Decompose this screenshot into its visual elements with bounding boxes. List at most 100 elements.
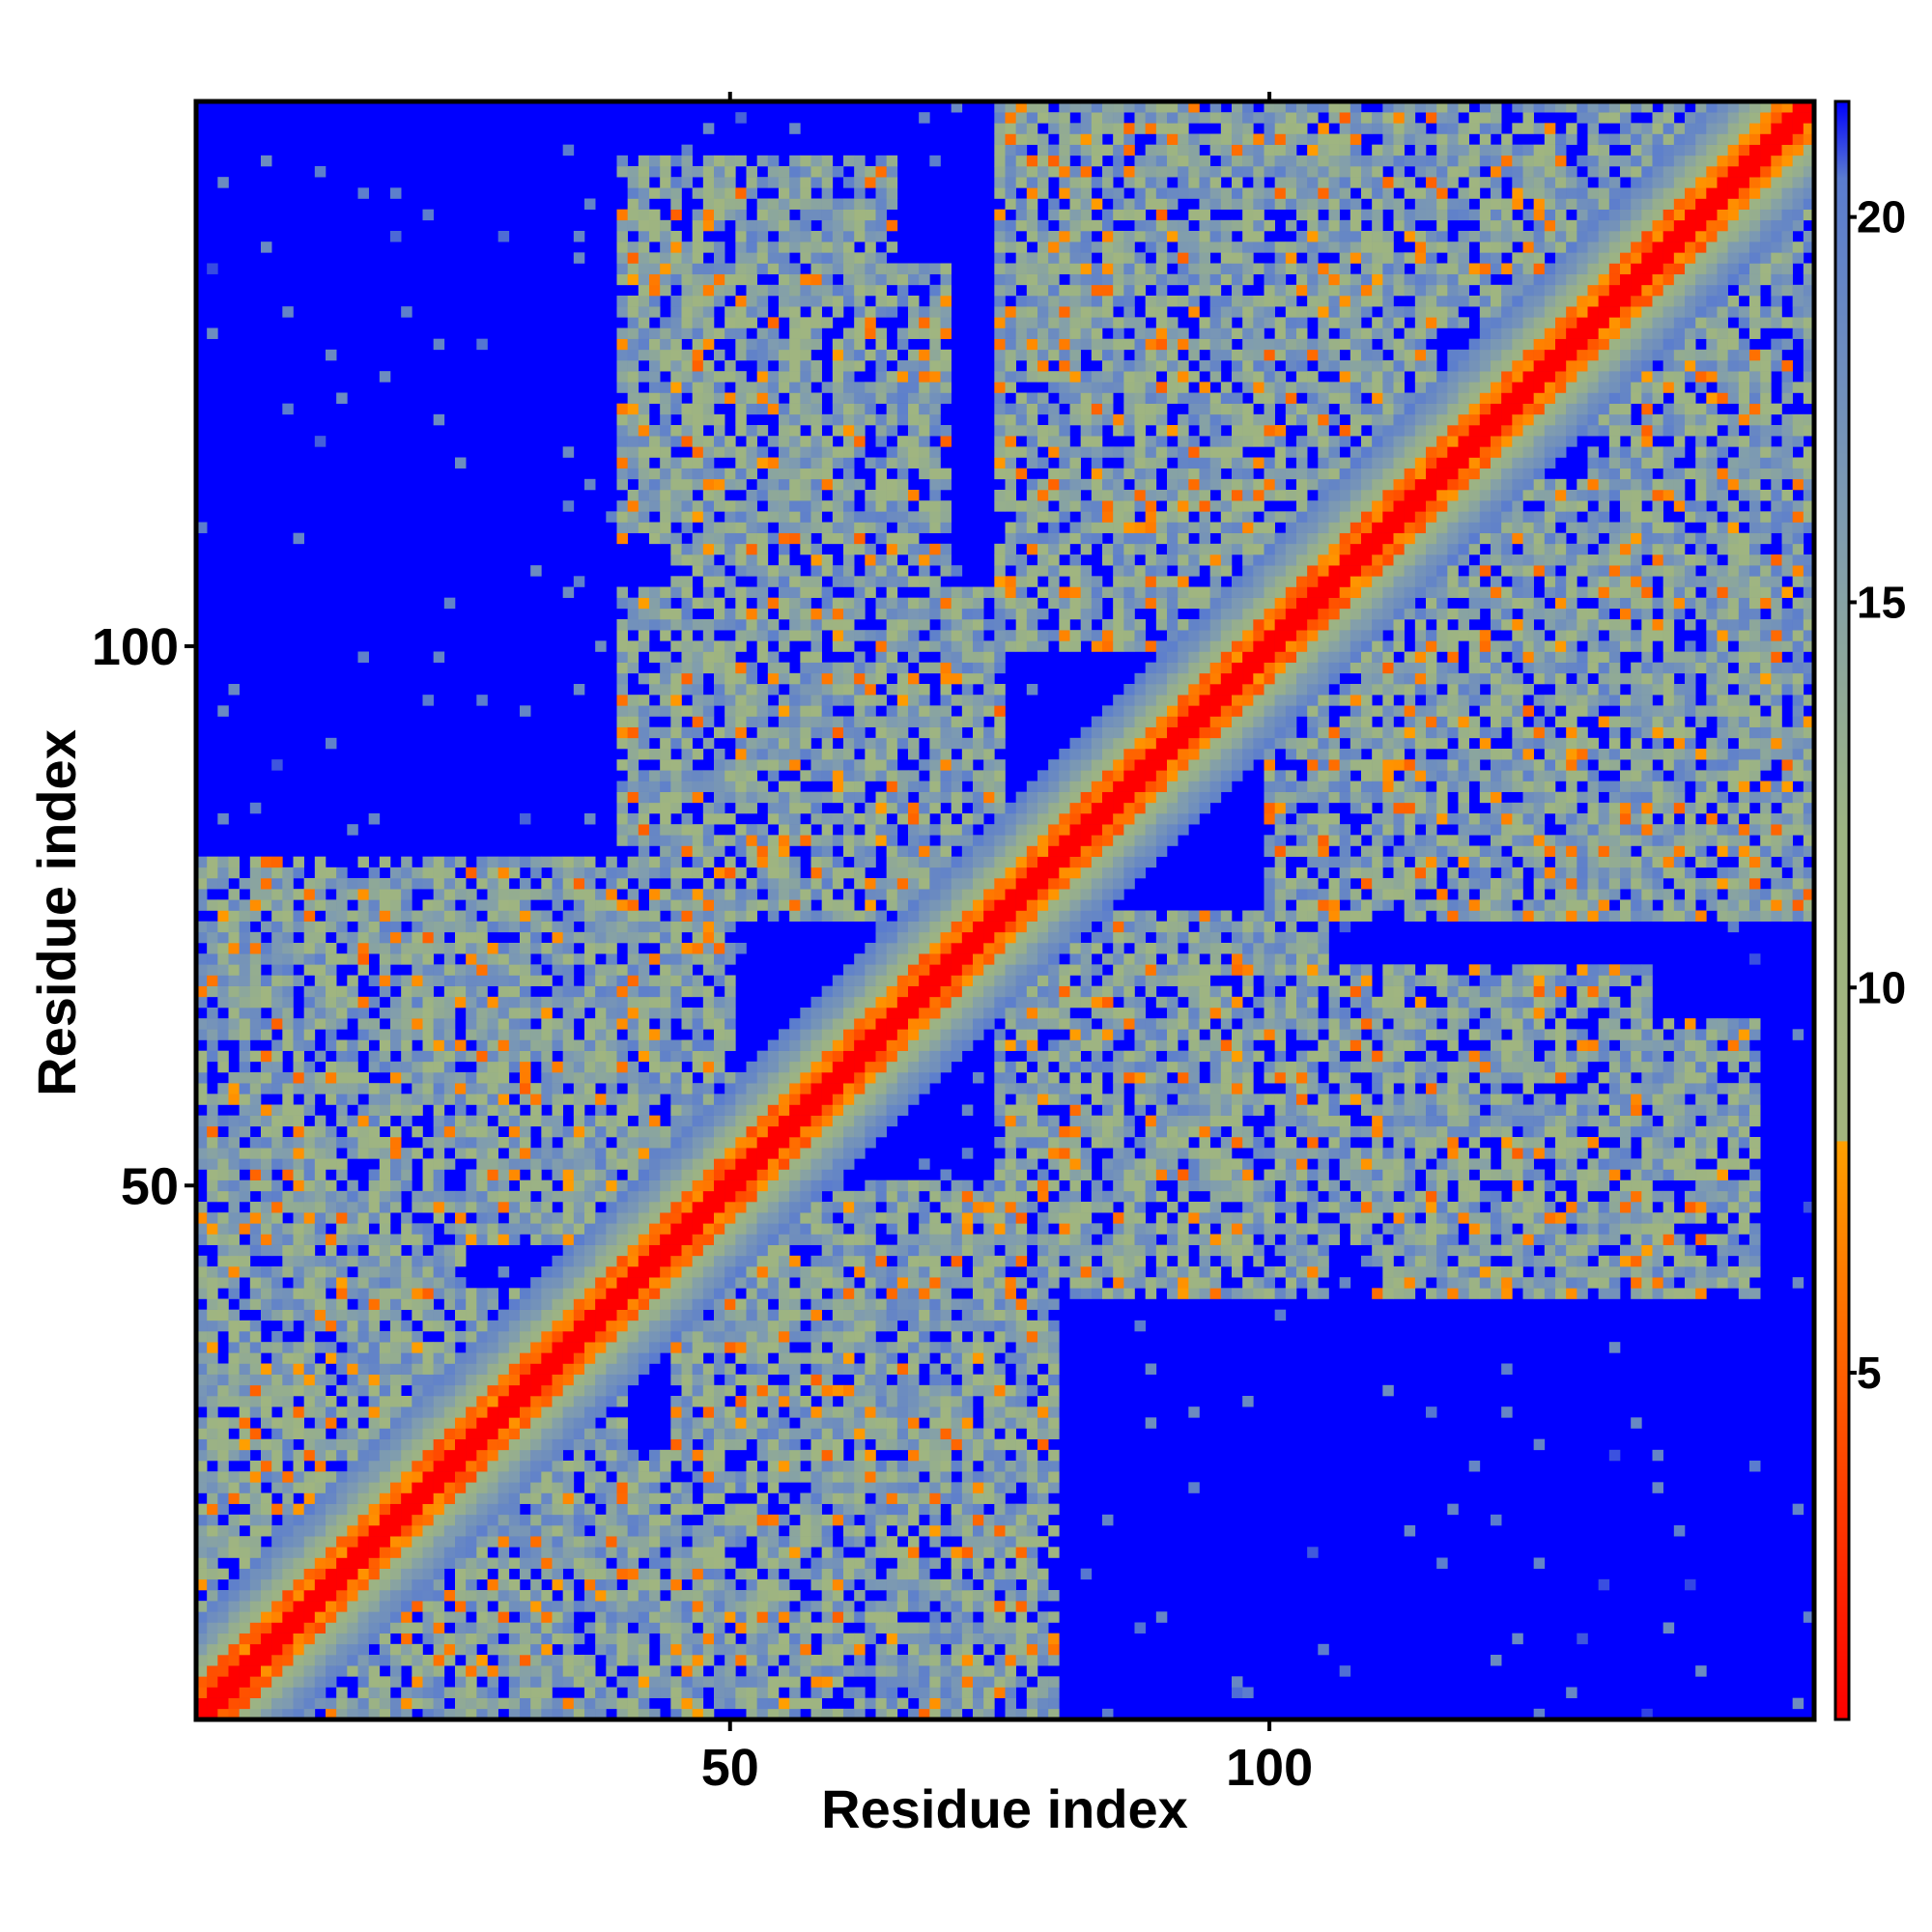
heatmap-cell	[746, 824, 757, 836]
heatmap-cell	[767, 242, 780, 253]
heatmap-cell	[347, 1492, 358, 1504]
heatmap-cell	[196, 1396, 208, 1407]
heatmap-cell	[412, 1396, 423, 1407]
heatmap-cell	[810, 1697, 822, 1710]
heatmap-cell	[326, 737, 337, 750]
heatmap-cell	[649, 1514, 661, 1526]
heatmap-cell	[756, 835, 769, 846]
heatmap-cell	[649, 349, 661, 361]
heatmap-cell	[616, 1611, 628, 1623]
heatmap-cell	[789, 672, 801, 685]
heatmap-cell	[228, 996, 240, 1009]
heatmap-cell	[573, 1406, 585, 1418]
heatmap-cell	[476, 1503, 488, 1516]
heatmap-cell	[606, 1374, 617, 1386]
heatmap-cell	[497, 231, 510, 242]
heatmap-cell	[692, 327, 704, 339]
heatmap-cell	[616, 695, 628, 706]
heatmap-cell	[616, 231, 628, 242]
heatmap-cell	[303, 1547, 316, 1558]
heatmap-cell	[217, 985, 229, 998]
heatmap-cell	[390, 1578, 402, 1591]
heatmap-cell	[714, 770, 725, 781]
heatmap-cell	[422, 1406, 434, 1418]
heatmap-cell	[746, 1655, 757, 1666]
heatmap-cell	[800, 651, 811, 663]
heatmap-cell	[239, 943, 251, 954]
heatmap-cell	[660, 532, 671, 545]
heatmap-cell	[326, 921, 337, 933]
heatmap-cell	[368, 1352, 381, 1364]
heatmap-cell	[314, 1482, 327, 1493]
heatmap-cell	[649, 1557, 661, 1569]
heatmap-cell	[714, 791, 725, 804]
heatmap-cell	[756, 155, 769, 167]
heatmap-cell	[714, 1094, 725, 1105]
heatmap-cell	[261, 1050, 272, 1063]
heatmap-cell	[433, 1374, 445, 1386]
heatmap-cell	[314, 953, 327, 965]
heatmap-cell	[239, 1643, 251, 1656]
heatmap-cell	[779, 1202, 790, 1213]
heatmap-cell	[746, 1255, 757, 1267]
heatmap-cell	[692, 1578, 704, 1591]
heatmap-cell	[681, 1309, 693, 1321]
heatmap-cell	[249, 1396, 262, 1407]
heatmap-cell	[724, 899, 736, 911]
heatmap-cell	[217, 1158, 229, 1170]
heatmap-cell	[207, 1471, 218, 1483]
heatmap-cell	[336, 1363, 348, 1375]
heatmap-cell	[584, 1223, 596, 1235]
heatmap-cell	[228, 1676, 240, 1688]
heatmap-cell	[660, 1643, 671, 1656]
heatmap-cell	[390, 1406, 402, 1418]
heatmap-cell	[756, 1449, 769, 1462]
heatmap-cell	[541, 1633, 553, 1645]
heatmap-cell	[433, 1029, 445, 1040]
heatmap-cell	[660, 856, 671, 868]
heatmap-cell	[649, 1061, 661, 1073]
heatmap-cell	[326, 1643, 337, 1656]
heatmap-cell	[326, 1536, 337, 1548]
heatmap-cell	[584, 1115, 596, 1127]
heatmap-cell	[520, 975, 531, 986]
heatmap-cell	[638, 1708, 650, 1720]
heatmap-cell	[487, 1223, 498, 1235]
heatmap-cell	[520, 1212, 531, 1224]
heatmap-cell	[800, 1525, 811, 1537]
heatmap-cell	[303, 1244, 316, 1257]
heatmap-cell	[573, 576, 585, 587]
heatmap-cell	[239, 1396, 251, 1407]
heatmap-cell	[789, 630, 801, 641]
heatmap-cell	[584, 478, 596, 491]
heatmap-cell	[487, 1029, 498, 1040]
heatmap-cell	[541, 1039, 553, 1051]
heatmap-cell	[681, 770, 693, 781]
heatmap-cell	[314, 1428, 327, 1439]
heatmap-cell	[249, 1655, 262, 1666]
heatmap-cell	[562, 144, 575, 156]
heatmap-cell	[595, 1190, 607, 1203]
heatmap-cell	[767, 1384, 780, 1397]
heatmap-cell	[497, 1029, 510, 1040]
heatmap-cell	[660, 1492, 671, 1504]
heatmap-cell	[735, 273, 747, 286]
heatmap-cell	[789, 457, 801, 469]
heatmap-cell	[379, 1331, 391, 1343]
heatmap-cell	[746, 1104, 757, 1116]
heatmap-cell	[789, 1309, 801, 1321]
heatmap-cell	[702, 1342, 715, 1353]
heatmap-cell	[249, 1094, 262, 1105]
heatmap-cell	[810, 1482, 822, 1493]
heatmap-cell	[595, 1309, 607, 1321]
heatmap-cell	[239, 1223, 251, 1235]
heatmap-cell	[681, 845, 693, 857]
heatmap-cell	[293, 1503, 304, 1516]
heatmap-cell	[616, 1148, 628, 1159]
heatmap-cell	[702, 781, 715, 792]
heatmap-cell	[520, 1482, 531, 1493]
heatmap-cell	[681, 1396, 693, 1407]
heatmap-cell	[562, 1018, 575, 1030]
heatmap-cell	[282, 1633, 294, 1645]
heatmap-cell	[584, 856, 596, 868]
